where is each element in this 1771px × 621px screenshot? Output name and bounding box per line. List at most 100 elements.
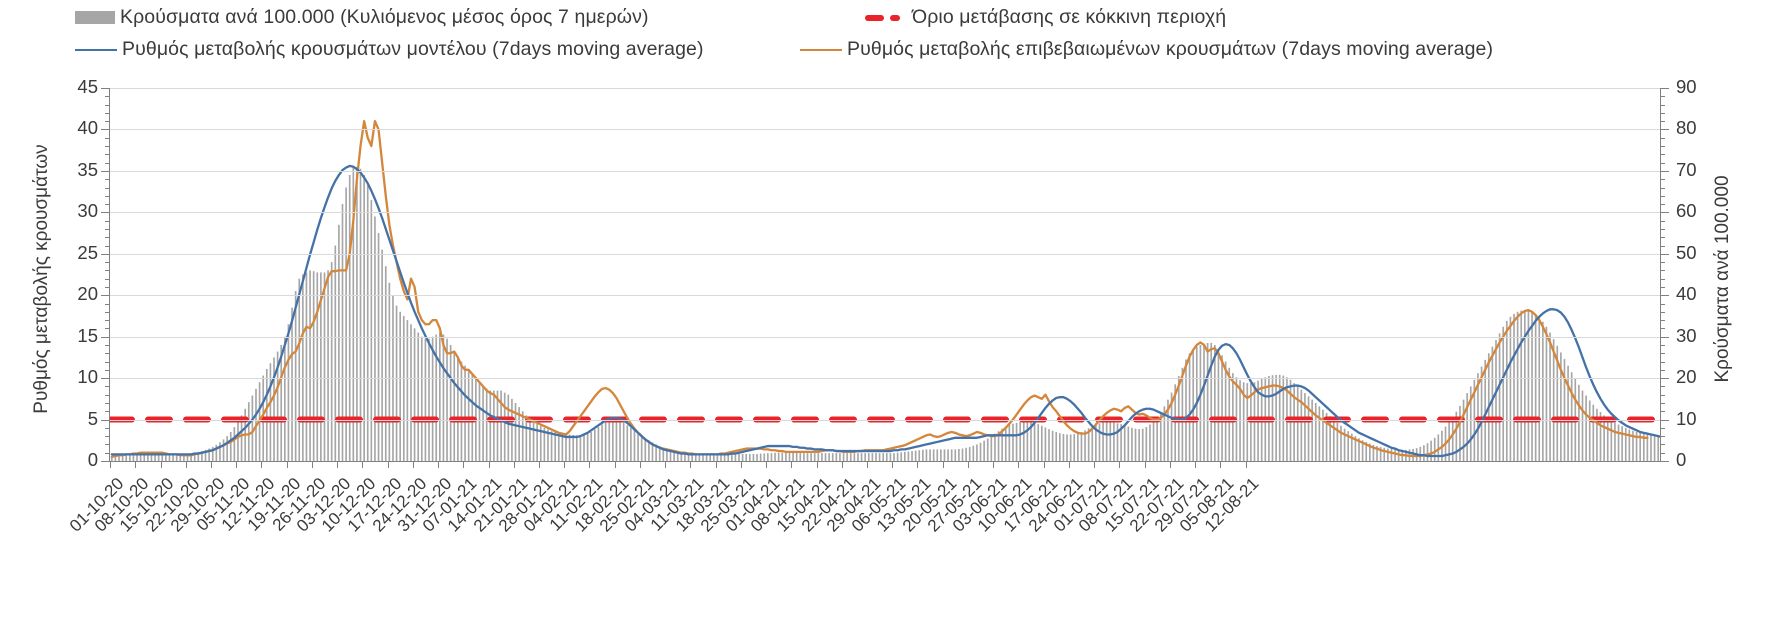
- bar: [348, 175, 351, 461]
- x-axis-tick-mark: [1169, 461, 1171, 468]
- bar: [460, 361, 463, 461]
- y-axis-right-tick-mark: [1660, 336, 1669, 338]
- bar: [1538, 317, 1541, 461]
- bar: [1394, 449, 1396, 461]
- bar: [990, 436, 993, 461]
- bar: [630, 427, 632, 461]
- y-axis-right-tick-label: 30: [1676, 324, 1697, 346]
- x-axis-tick-mark: [1068, 461, 1070, 468]
- y-axis-left-tick-label: 40: [77, 117, 98, 139]
- x-axis-tick-mark: [135, 461, 137, 468]
- bar: [118, 455, 120, 461]
- bar: [1596, 408, 1598, 461]
- y-axis-right-tick-mark: [1660, 295, 1669, 297]
- y-axis-right-minor-tick: [1660, 137, 1665, 139]
- legend-label-confirmed-rate: Ρυθμός μεταβολής επιβεβαιωμένων κρουσμάτ…: [847, 38, 1494, 60]
- bar: [280, 344, 283, 461]
- bar: [482, 386, 484, 461]
- bar: [165, 453, 167, 461]
- bar: [1322, 409, 1324, 461]
- bar: [806, 453, 809, 461]
- legend-label-model-rate: Ρυθμός μεταβολής κρουσμάτων μοντέλου (7d…: [122, 38, 704, 60]
- bar: [1163, 406, 1166, 461]
- legend-item-red-threshold[interactable]: Όριο μετάβασης σε κόκκινη περιοχή: [865, 7, 1226, 28]
- bar: [547, 429, 549, 461]
- bar: [1599, 412, 1602, 461]
- x-axis-tick-mark: [1094, 461, 1096, 468]
- bar: [1621, 426, 1623, 461]
- bar: [1513, 313, 1515, 461]
- bar: [399, 311, 402, 461]
- bar: [749, 453, 751, 461]
- y-axis-left-tick-mark: [101, 336, 110, 338]
- x-axis-tick-mark: [917, 461, 919, 468]
- bar: [1199, 344, 1202, 461]
- bar: [1138, 429, 1140, 461]
- bar: [857, 453, 859, 461]
- bar: [1095, 424, 1097, 461]
- bar: [1480, 366, 1483, 461]
- bar: [1603, 415, 1605, 461]
- bar: [496, 390, 499, 461]
- y-axis-left-minor-tick: [105, 262, 110, 264]
- bar: [572, 434, 575, 461]
- bar: [384, 266, 387, 461]
- bar: [453, 351, 456, 461]
- bar: [1210, 342, 1213, 461]
- bar: [1282, 375, 1285, 461]
- bar: [222, 439, 225, 461]
- dashed-line-swatch-icon: [865, 14, 907, 21]
- bar: [709, 454, 712, 461]
- bar: [413, 328, 416, 461]
- legend-item-model-rate[interactable]: Ρυθμός μεταβολής κρουσμάτων μοντέλου (7d…: [75, 38, 704, 60]
- bar: [186, 453, 189, 461]
- bar: [1650, 435, 1652, 461]
- bar: [1451, 417, 1454, 461]
- bar: [1318, 406, 1321, 461]
- bar: [922, 449, 924, 461]
- bar: [961, 448, 964, 461]
- bar: [420, 336, 423, 461]
- bar: [662, 447, 665, 461]
- y-axis-right-minor-tick: [1660, 179, 1665, 181]
- bar: [1022, 421, 1025, 461]
- y-axis-right-minor-tick: [1660, 237, 1665, 239]
- bar: [240, 415, 243, 461]
- bar: [727, 454, 730, 461]
- bar: [1524, 310, 1526, 461]
- bar: [986, 438, 989, 461]
- y-axis-right-tick-label: 60: [1676, 200, 1697, 222]
- legend-item-confirmed-rate[interactable]: Ρυθμός μεταβολής επιβεβαιωμένων κρουσμάτ…: [800, 38, 1494, 60]
- bar: [911, 451, 913, 461]
- bar: [947, 449, 949, 461]
- bar: [233, 427, 236, 461]
- bar: [1527, 310, 1530, 461]
- bar: [1224, 361, 1227, 461]
- bar: [323, 272, 326, 461]
- y-axis-left-minor-tick: [105, 386, 110, 388]
- y-axis-left-minor-tick: [105, 179, 110, 181]
- bar: [575, 435, 578, 461]
- bar: [1048, 429, 1050, 461]
- bar: [226, 436, 228, 461]
- y-axis-right-tick-mark: [1660, 170, 1669, 172]
- bar: [1585, 395, 1587, 461]
- bar: [1581, 390, 1584, 461]
- bar: [1055, 431, 1058, 461]
- y-axis-right-tick-label: 0: [1676, 449, 1687, 470]
- bar: [666, 448, 668, 461]
- x-axis-tick-mark: [1144, 461, 1146, 468]
- y-axis-left-minor-tick: [105, 427, 110, 429]
- y-axis-left-minor-tick: [105, 411, 110, 413]
- bar: [1552, 339, 1555, 461]
- bar: [302, 274, 304, 461]
- bar: [932, 449, 935, 461]
- bar: [511, 398, 513, 461]
- bar: [1026, 421, 1029, 461]
- bar: [723, 454, 726, 461]
- bar: [716, 454, 719, 461]
- bar: [712, 454, 715, 461]
- bar: [219, 442, 221, 461]
- gridline: [110, 378, 1660, 380]
- legend-item-cases-per-100k[interactable]: Κρούσματα ανά 100.000 (Κυλιόμενος μέσος …: [75, 7, 649, 28]
